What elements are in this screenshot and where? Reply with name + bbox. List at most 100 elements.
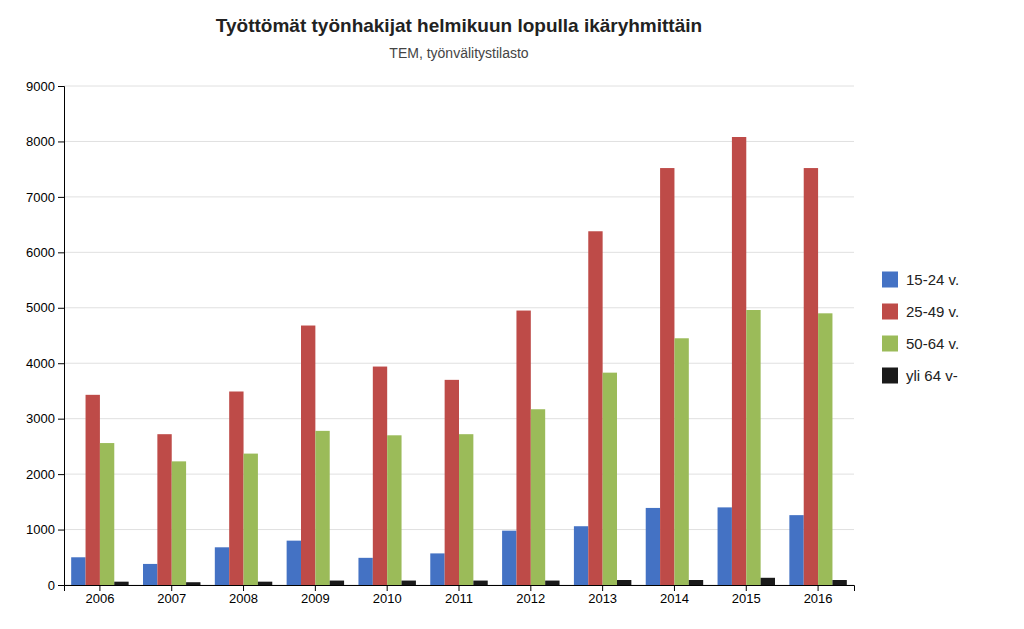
bar xyxy=(86,395,100,585)
bar xyxy=(71,557,85,585)
bar xyxy=(804,168,818,585)
x-tick: 2010 xyxy=(373,585,402,606)
bar xyxy=(588,231,602,585)
y-tick-mark xyxy=(58,363,64,364)
bar xyxy=(545,581,559,585)
legend-label: yli 64 v- xyxy=(906,367,958,384)
y-tick-mark xyxy=(58,141,64,142)
y-tick-mark xyxy=(58,474,64,475)
y-tick-label: 9000 xyxy=(26,79,55,94)
y-axis: 0 1000 2000 3000 4000 5000 6000 7000 8000 9000 xyxy=(26,79,64,593)
x-tick: 2009 xyxy=(301,585,330,606)
legend-swatch xyxy=(882,336,898,352)
y-tick-mark xyxy=(58,252,64,253)
x-tick: 2013 xyxy=(588,585,617,606)
bar xyxy=(832,580,846,585)
bar xyxy=(358,558,372,585)
y-tick: 8000 xyxy=(26,134,64,149)
legend-label: 50-64 v. xyxy=(906,335,959,352)
x-tick-mark xyxy=(530,585,531,591)
legend-label: 15-24 v. xyxy=(906,271,959,288)
x-tick: 2011 xyxy=(445,585,473,606)
bar xyxy=(258,582,272,585)
bar-series xyxy=(86,137,819,585)
legend-item: 25-49 v. xyxy=(882,303,959,320)
grid-line xyxy=(64,86,854,87)
bar xyxy=(516,311,530,585)
y-axis-line xyxy=(58,87,65,586)
x-tick: 2012 xyxy=(516,585,545,606)
bar xyxy=(674,338,688,585)
y-tick: 9000 xyxy=(26,79,64,94)
x-tick: 2014 xyxy=(660,585,689,606)
bar xyxy=(818,313,832,585)
y-tick-label: 3000 xyxy=(26,411,55,426)
x-tick-label: 2007 xyxy=(157,591,186,606)
bar xyxy=(502,531,516,585)
bar xyxy=(143,564,157,585)
x-tick: 2008 xyxy=(229,585,258,606)
plot-area: 2006 2007 2008 2009 2010 2011 2012 2013 2014 2015… xyxy=(26,79,854,607)
bar xyxy=(531,409,545,585)
x-tick-label: 2012 xyxy=(516,591,545,606)
legend-item: 15-24 v. xyxy=(882,271,959,288)
x-tick-mark xyxy=(818,585,819,591)
bar xyxy=(445,380,459,585)
bar xyxy=(157,434,171,585)
x-axis: 2006 2007 2008 2009 2010 2011 2012 2013 2014 2015… xyxy=(65,585,855,606)
x-tick-label: 2009 xyxy=(301,591,330,606)
y-tick-label: 7000 xyxy=(26,190,55,205)
y-tick: 6000 xyxy=(26,245,64,260)
grid xyxy=(64,86,854,585)
bar xyxy=(172,461,186,585)
x-tick-mark xyxy=(171,585,172,591)
bar xyxy=(301,326,315,585)
y-tick-label: 1000 xyxy=(26,522,55,537)
y-tick-mark xyxy=(58,308,64,309)
bar xyxy=(574,526,588,585)
chart: 2006 2007 2008 2009 2010 2011 2012 2013 2014 2015… xyxy=(0,0,1024,629)
x-tick-mark xyxy=(746,585,747,591)
y-tick-mark xyxy=(58,530,64,531)
x-tick-mark xyxy=(315,585,316,591)
x-tick-mark xyxy=(387,585,388,591)
y-tick: 3000 xyxy=(26,411,64,426)
bar xyxy=(430,553,444,585)
y-tick-label: 8000 xyxy=(26,134,55,149)
y-tick-mark xyxy=(58,86,64,87)
bar xyxy=(244,454,258,585)
x-tick-label: 2014 xyxy=(660,591,689,606)
bar xyxy=(473,581,487,585)
bar xyxy=(100,443,114,585)
y-tick: 7000 xyxy=(26,190,64,205)
y-tick-label: 0 xyxy=(48,578,55,593)
bar xyxy=(215,547,229,585)
y-tick-mark xyxy=(58,197,64,198)
y-tick-label: 2000 xyxy=(26,467,55,482)
x-tick-label: 2015 xyxy=(732,591,761,606)
legend-label: 25-49 v. xyxy=(906,303,959,320)
x-tick-label: 2006 xyxy=(85,591,114,606)
y-tick: 5000 xyxy=(26,300,64,315)
x-tick-label: 2010 xyxy=(373,591,402,606)
x-tick-label: 2008 xyxy=(229,591,258,606)
bar xyxy=(646,508,660,585)
x-tick-mark xyxy=(602,585,603,591)
x-tick-label: 2011 xyxy=(445,591,473,606)
y-tick: 1000 xyxy=(26,522,64,537)
bar xyxy=(718,507,732,585)
bar xyxy=(287,541,301,585)
x-tick-mark xyxy=(674,585,675,591)
x-tick: 2006 xyxy=(85,585,114,606)
y-tick: 0 xyxy=(48,578,64,593)
subtitle: TEM, työnvälitystilasto xyxy=(389,45,528,61)
bar xyxy=(402,581,416,585)
title: Työttömät työnhakijat helmikuun lopulla … xyxy=(216,15,702,36)
legend: 15-24 v. 25-49 v. 50-64 v. yli 64 v- xyxy=(882,271,959,384)
x-tick-mark xyxy=(459,585,460,591)
legend-item: yli 64 v- xyxy=(882,367,958,384)
y-tick-label: 4000 xyxy=(26,356,55,371)
legend-swatch xyxy=(882,368,898,384)
x-tick-mark xyxy=(99,585,100,591)
bar xyxy=(603,373,617,585)
